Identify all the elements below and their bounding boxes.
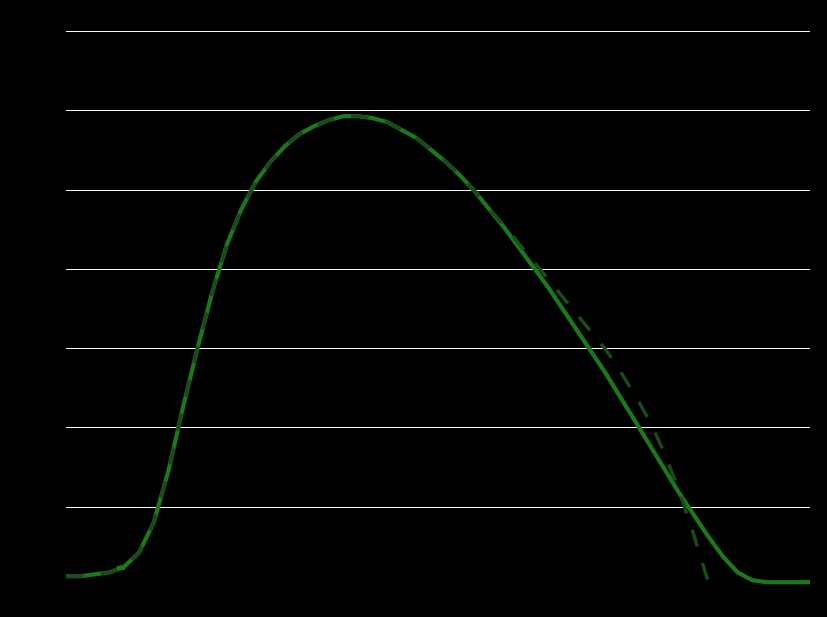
Legend: , : , [119, 565, 123, 569]
